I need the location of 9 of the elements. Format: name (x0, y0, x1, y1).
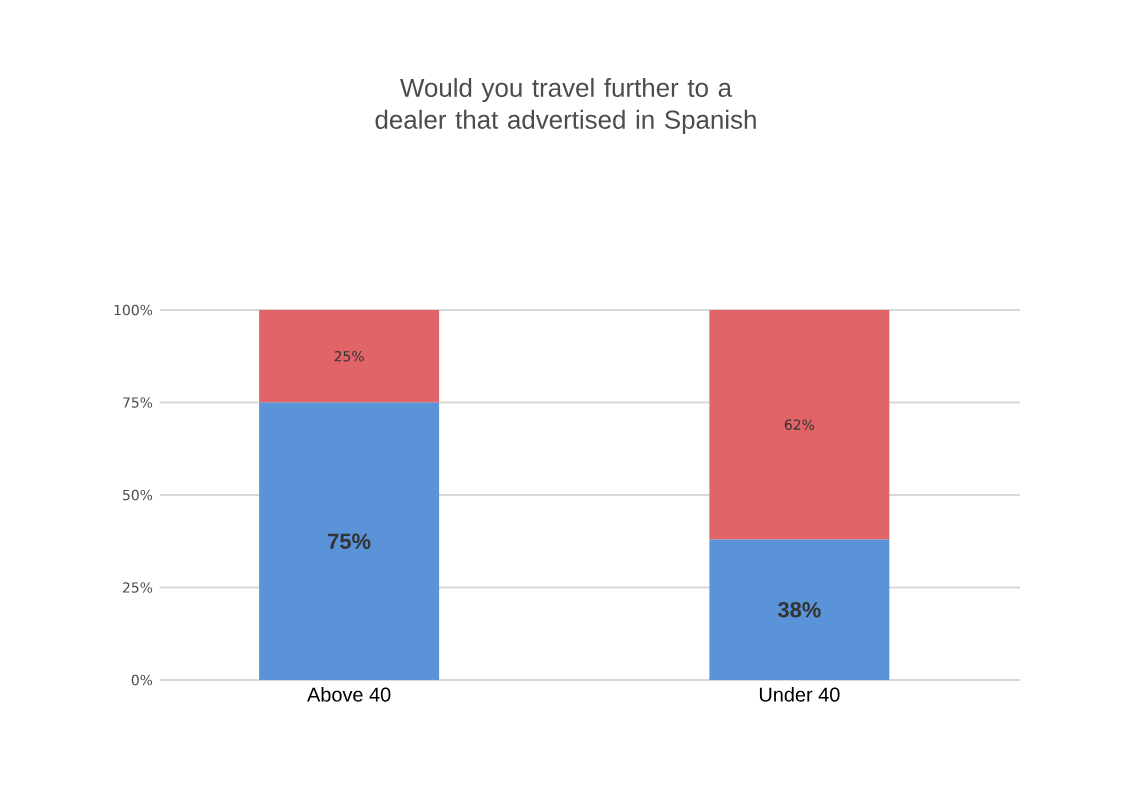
bar (709, 309, 890, 540)
chart-title: Would you travel further to a dealer that advertised in Spanish (375, 77, 756, 134)
data-label: 38% (777, 601, 821, 618)
data-label: 75% (328, 533, 371, 549)
bar (709, 539, 890, 680)
x-tick-label: Above 40 (307, 687, 391, 702)
bar (259, 402, 440, 680)
x-tick-label: Under 40 (759, 687, 840, 702)
bar (259, 309, 440, 403)
